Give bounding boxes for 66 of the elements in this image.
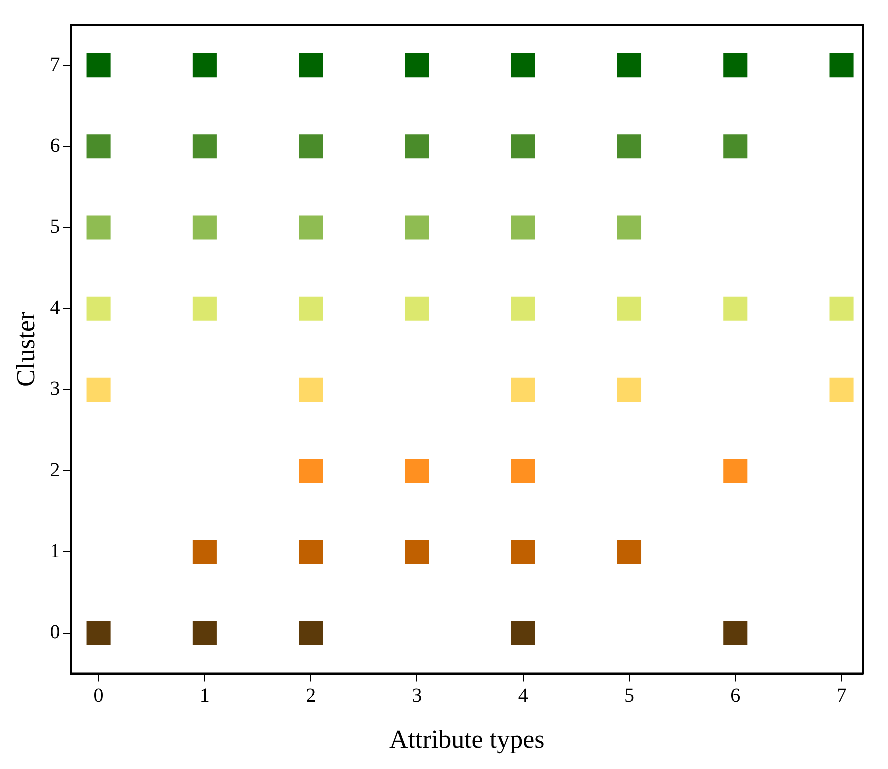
x-tick-label: 4 (518, 685, 528, 708)
point (299, 54, 324, 78)
point (511, 621, 536, 646)
point (86, 296, 111, 321)
point (511, 459, 536, 484)
point (405, 540, 430, 564)
point (617, 540, 642, 564)
y-tick-label: 4 (50, 297, 60, 320)
point (299, 216, 324, 240)
point (192, 540, 217, 564)
point (299, 296, 324, 321)
y-tick-label: 2 (50, 459, 60, 482)
x-tick-label: 2 (306, 685, 316, 708)
point (405, 134, 430, 159)
point (724, 459, 748, 484)
point (192, 54, 217, 78)
point (405, 459, 430, 484)
x-tick-label: 1 (200, 685, 210, 708)
point (830, 54, 854, 78)
point (724, 621, 748, 646)
x-tick-label: 3 (412, 685, 422, 708)
x-tick-label: 7 (836, 685, 847, 708)
point (299, 459, 324, 484)
point (617, 296, 642, 321)
point (192, 216, 217, 240)
point (86, 134, 111, 159)
point (86, 54, 111, 78)
point (617, 216, 642, 240)
point (511, 540, 536, 564)
point (617, 378, 642, 402)
point (511, 54, 536, 78)
y-tick-label: 1 (50, 540, 60, 562)
point (299, 378, 324, 402)
point (299, 134, 324, 159)
point (511, 134, 536, 159)
point (405, 296, 430, 321)
point (192, 134, 217, 159)
point (86, 621, 111, 646)
point (724, 54, 748, 78)
point (617, 54, 642, 78)
point (724, 134, 748, 159)
y-axis-title: Cluster (11, 312, 40, 387)
x-tick-label: 0 (94, 685, 104, 708)
y-tick-label: 7 (50, 54, 60, 76)
x-tick-label: 5 (624, 685, 634, 708)
point (511, 378, 536, 402)
point (724, 296, 748, 321)
y-tick-label: 6 (50, 134, 60, 157)
x-axis-title: Attribute types (389, 725, 545, 754)
point (830, 296, 854, 321)
point (830, 378, 854, 402)
point (192, 621, 217, 646)
point (192, 296, 217, 321)
point (299, 621, 324, 646)
y-tick-label: 5 (50, 216, 60, 238)
point (617, 134, 642, 159)
x-tick-label: 6 (730, 685, 741, 708)
point (299, 540, 324, 564)
y-tick-label: 3 (50, 378, 60, 400)
point (86, 216, 111, 240)
point (511, 216, 536, 240)
y-tick-label: 0 (50, 622, 60, 644)
point (511, 296, 536, 321)
point (405, 216, 430, 240)
point (405, 54, 430, 78)
point (86, 378, 111, 402)
